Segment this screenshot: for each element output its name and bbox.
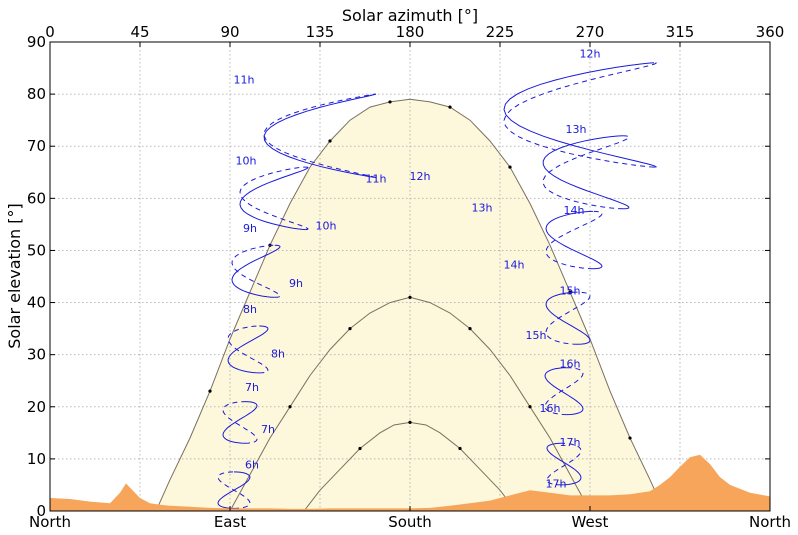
- y-tick-label: 90: [27, 33, 46, 51]
- hour-label-lower: 9h: [289, 277, 303, 290]
- x-tick-label-top: 315: [666, 23, 695, 41]
- hour-label-lower: 15h: [526, 329, 547, 342]
- analemma-12h-solid: [503, 62, 658, 168]
- sun-path-marker: [458, 446, 462, 451]
- analemma-8h-dashed: [227, 325, 269, 374]
- analemma-13h-dashed: [542, 135, 630, 210]
- hour-label-upper: 13h: [566, 123, 587, 136]
- sun-path-marker: [508, 165, 512, 169]
- sun-path-summer-solstice: [155, 98, 665, 511]
- sun-path-marker: [528, 405, 532, 409]
- analemma-6h-dashed: [217, 471, 251, 509]
- analemma-14h-dashed: [545, 210, 603, 270]
- y-tick-label: 20: [27, 398, 46, 416]
- sun-path-marker: [408, 295, 412, 299]
- sky-area-layer: [156, 99, 664, 511]
- y-tick-label: 40: [27, 294, 46, 312]
- sun-path-marker: [468, 327, 472, 331]
- x-tick-label-top: 225: [486, 23, 515, 41]
- analemma-7h-solid: [222, 401, 258, 444]
- x-tick-label-bottom: West: [572, 513, 609, 531]
- y-axis-title: Solar elevation [°]: [5, 203, 24, 348]
- hour-label-lower: 7h: [261, 423, 275, 436]
- x-tick-label-top: 360: [756, 23, 785, 41]
- hour-label-lower: 13h: [472, 201, 493, 214]
- hour-label-layer: 6h 7h 8h 9h 10h 11h 12h 13h 14h 15h 16h 17h 7h 8h 9h 10…: [234, 48, 601, 491]
- analemma-layer: [217, 62, 658, 509]
- hour-label-lower: 16h: [540, 402, 561, 415]
- sun-path-marker: [358, 446, 362, 451]
- x-tick-label-top: 135: [306, 23, 335, 41]
- hour-label-upper: 14h: [564, 204, 585, 217]
- analemma-15h-dashed: [545, 291, 591, 345]
- hour-label-upper: 7h: [245, 381, 259, 394]
- y-tick-label: 10: [27, 450, 46, 468]
- analemma-11h-dashed: [263, 93, 377, 178]
- hour-label-lower: 8h: [271, 347, 285, 360]
- x-tick-label-bottom: South: [388, 513, 432, 531]
- sun-path-layer: [154, 98, 665, 511]
- analemma-16h-dashed: [544, 367, 584, 416]
- hour-label-upper: 8h: [243, 303, 257, 316]
- hour-label-upper: 11h: [234, 74, 255, 87]
- analemma-7h-dashed: [222, 401, 258, 444]
- analemma-9h-dashed: [231, 244, 281, 298]
- axis-layer: 0 45 90 135 180 225 270 315 360 North East South Wes…: [27, 23, 791, 531]
- analemma-10h-dashed: [239, 166, 309, 231]
- x-tick-label-top: 90: [220, 23, 239, 41]
- hour-label-lower: 10h: [316, 220, 337, 233]
- y-tick-label: 80: [27, 85, 46, 103]
- horizon-layer: [50, 454, 770, 511]
- x-tick-label-bottom: North: [29, 513, 71, 531]
- analemma-17h-dashed: [546, 442, 582, 486]
- hour-label-upper: 9h: [243, 222, 257, 235]
- sun-path-marker: [208, 389, 212, 393]
- hour-label-upper: 10h: [236, 154, 257, 167]
- y-tick-label: 70: [27, 137, 46, 155]
- sun-path-marker: [448, 105, 452, 109]
- x-tick-label-top: 270: [576, 23, 605, 41]
- hour-label-lower: 17h: [546, 478, 567, 491]
- y-tick-label: 0: [36, 502, 46, 520]
- hour-label-upper: 15h: [560, 285, 581, 298]
- hour-label-upper: 17h: [560, 436, 581, 449]
- sun-path-marker: [328, 139, 332, 143]
- sun-path-marker: [628, 436, 632, 440]
- sun-path-marker: [388, 100, 392, 104]
- hour-label-upper: 6h: [245, 458, 259, 471]
- sun-path-marker: [408, 420, 412, 425]
- hour-label-lower: 11h: [366, 173, 387, 186]
- sun-path-marker: [288, 405, 292, 409]
- y-tick-label: 30: [27, 346, 46, 364]
- x-tick-label-top: 0: [45, 23, 55, 41]
- y-tick-label: 60: [27, 189, 46, 207]
- x-tick-label-bottom: East: [214, 513, 246, 531]
- hour-label-lower: 12h: [410, 170, 431, 183]
- grid-layer: [50, 42, 770, 511]
- analemma-17h-solid: [546, 442, 582, 486]
- hour-label-upper: 12h: [580, 48, 601, 61]
- y-tick-label: 50: [27, 241, 46, 259]
- sky-area: [156, 99, 664, 511]
- hour-label-upper: 16h: [560, 358, 581, 371]
- x-axis-title-top: Solar azimuth [°]: [342, 6, 478, 25]
- hour-label-lower: 14h: [504, 259, 525, 272]
- x-tick-label-bottom: North: [749, 513, 791, 531]
- x-tick-label-top: 180: [396, 23, 425, 41]
- sun-path-marker: [348, 327, 352, 331]
- x-tick-label-top: 45: [130, 23, 149, 41]
- horizon-profile: [50, 454, 770, 511]
